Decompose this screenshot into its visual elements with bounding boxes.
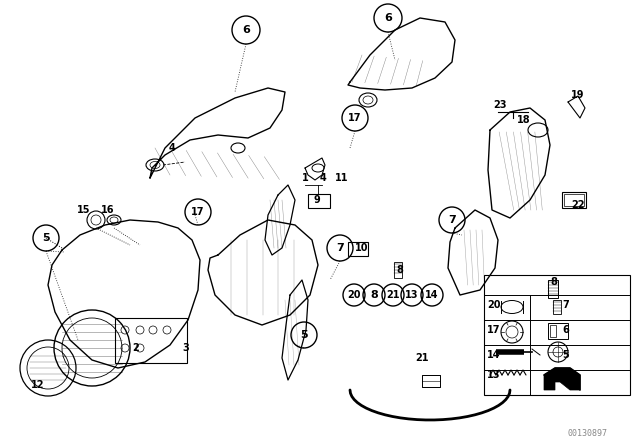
Text: 23: 23 — [493, 100, 507, 110]
Text: 3: 3 — [182, 343, 189, 353]
Text: 7: 7 — [563, 300, 570, 310]
Text: 9: 9 — [314, 195, 321, 205]
Text: 20: 20 — [487, 300, 500, 310]
Text: 8: 8 — [550, 277, 557, 287]
Bar — [115, 318, 187, 363]
Text: 21: 21 — [387, 290, 400, 300]
Text: 00130897: 00130897 — [568, 429, 608, 438]
Text: 17: 17 — [348, 113, 362, 123]
Text: 20: 20 — [348, 290, 361, 300]
Text: 19: 19 — [572, 90, 585, 100]
Text: 14: 14 — [487, 350, 500, 360]
Bar — [550, 325, 556, 337]
Text: 4: 4 — [319, 173, 326, 183]
Text: 5: 5 — [563, 350, 570, 360]
Text: 14: 14 — [425, 290, 439, 300]
Text: 13: 13 — [405, 290, 419, 300]
Text: 5: 5 — [42, 233, 50, 243]
Text: 7: 7 — [448, 215, 456, 225]
Text: 8: 8 — [370, 290, 378, 300]
Bar — [548, 280, 558, 298]
Text: 5: 5 — [300, 330, 308, 340]
Text: 10: 10 — [355, 243, 369, 253]
Text: 13: 13 — [487, 370, 500, 380]
Text: 7: 7 — [336, 243, 344, 253]
Text: 6: 6 — [242, 25, 250, 35]
Bar — [564, 194, 584, 206]
Bar — [422, 375, 440, 387]
Text: 4: 4 — [168, 143, 175, 153]
Text: 15: 15 — [77, 205, 91, 215]
Text: 21: 21 — [415, 353, 429, 363]
Text: 17: 17 — [191, 207, 205, 217]
Text: 18: 18 — [517, 115, 531, 125]
Text: 12: 12 — [31, 380, 45, 390]
Bar — [394, 262, 402, 278]
Text: 6: 6 — [384, 13, 392, 23]
Polygon shape — [544, 368, 580, 390]
Bar — [562, 192, 586, 208]
Text: 17: 17 — [487, 325, 500, 335]
Text: 8: 8 — [397, 265, 403, 275]
Bar — [348, 242, 368, 256]
Text: 1: 1 — [301, 173, 308, 183]
Text: 11: 11 — [335, 173, 349, 183]
Text: 16: 16 — [101, 205, 115, 215]
Bar — [308, 194, 330, 208]
Bar — [553, 300, 561, 314]
Bar — [484, 275, 630, 395]
Text: 22: 22 — [572, 200, 585, 210]
Text: 6: 6 — [563, 325, 570, 335]
Text: 2: 2 — [132, 343, 140, 353]
Bar — [548, 323, 568, 339]
